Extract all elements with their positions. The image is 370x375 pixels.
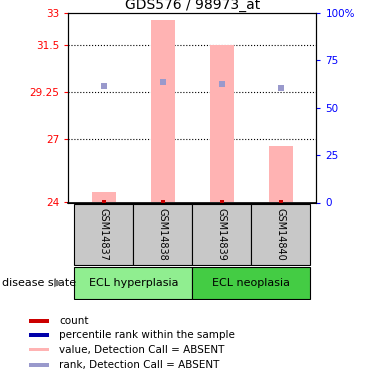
Bar bbox=[74, 267, 192, 299]
Text: GSM14837: GSM14837 bbox=[99, 208, 109, 261]
Title: GDS576 / 98973_at: GDS576 / 98973_at bbox=[125, 0, 260, 12]
Bar bbox=[74, 204, 133, 265]
Bar bbox=[151, 21, 175, 203]
Bar bbox=[29, 363, 48, 367]
Text: disease state: disease state bbox=[2, 278, 76, 288]
Bar bbox=[133, 204, 192, 265]
Bar bbox=[252, 204, 310, 265]
Bar bbox=[29, 348, 48, 351]
Text: GSM14840: GSM14840 bbox=[276, 208, 286, 261]
Text: ECL neoplasia: ECL neoplasia bbox=[212, 278, 290, 288]
Bar bbox=[29, 319, 48, 322]
Text: GSM14838: GSM14838 bbox=[158, 208, 168, 261]
Bar bbox=[269, 146, 293, 202]
Bar bbox=[92, 192, 116, 202]
Text: value, Detection Call = ABSENT: value, Detection Call = ABSENT bbox=[59, 345, 225, 354]
Bar bbox=[192, 267, 310, 299]
Bar bbox=[210, 45, 234, 203]
Text: count: count bbox=[59, 316, 89, 326]
Text: GSM14839: GSM14839 bbox=[217, 208, 227, 261]
Text: ECL hyperplasia: ECL hyperplasia bbox=[89, 278, 178, 288]
Text: ▶: ▶ bbox=[54, 278, 62, 288]
Bar bbox=[29, 333, 48, 337]
Bar bbox=[192, 204, 252, 265]
Text: rank, Detection Call = ABSENT: rank, Detection Call = ABSENT bbox=[59, 360, 219, 370]
Text: percentile rank within the sample: percentile rank within the sample bbox=[59, 330, 235, 340]
